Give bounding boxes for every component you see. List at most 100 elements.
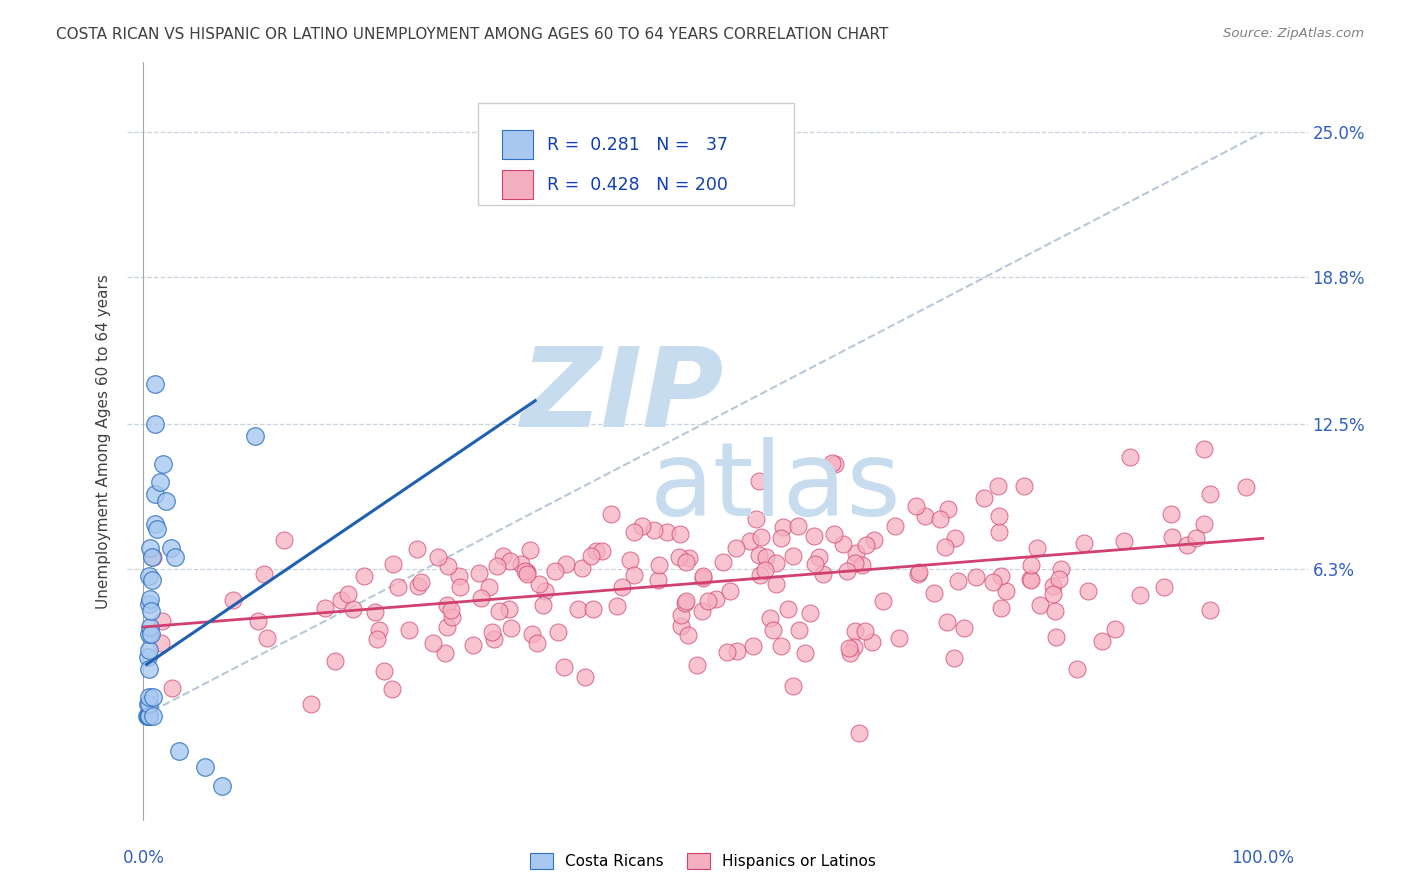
Point xyxy=(718,584,741,599)
Point xyxy=(835,564,858,578)
Text: Source: ZipAtlas.com: Source: ZipAtlas.com xyxy=(1223,27,1364,40)
Point xyxy=(725,541,748,555)
Point xyxy=(811,566,834,581)
Point xyxy=(1050,561,1073,575)
Point xyxy=(141,604,163,618)
Point xyxy=(799,606,821,620)
Point xyxy=(1160,507,1182,521)
Y-axis label: Unemployment Among Ages 60 to 64 years: Unemployment Among Ages 60 to 64 years xyxy=(96,274,111,609)
Point xyxy=(136,708,159,723)
Point xyxy=(1129,588,1152,602)
Point xyxy=(744,511,766,525)
Point xyxy=(742,639,765,653)
Point xyxy=(759,611,782,625)
Point xyxy=(678,627,700,641)
Point xyxy=(673,596,696,610)
Point xyxy=(727,644,749,658)
Point xyxy=(749,530,772,544)
Point xyxy=(526,636,548,650)
Point xyxy=(353,569,375,583)
Point xyxy=(808,550,831,565)
Point xyxy=(138,643,160,657)
Point xyxy=(887,632,910,646)
Point xyxy=(520,626,543,640)
Text: 0.0%: 0.0% xyxy=(122,848,165,867)
Point xyxy=(765,556,787,570)
Point xyxy=(366,632,388,646)
Point xyxy=(492,549,515,563)
Point xyxy=(675,555,697,569)
Point xyxy=(323,654,346,668)
Point xyxy=(905,499,928,513)
Point xyxy=(1199,603,1222,617)
Point xyxy=(647,558,669,572)
Point xyxy=(1160,530,1182,544)
Point xyxy=(692,569,714,583)
Point xyxy=(138,627,160,641)
Point xyxy=(373,664,395,678)
Point xyxy=(1184,531,1206,545)
Point xyxy=(623,524,645,539)
Point xyxy=(669,608,692,623)
Point xyxy=(787,519,810,533)
Point xyxy=(832,537,855,551)
Point xyxy=(152,457,174,471)
Point xyxy=(655,525,678,540)
Point xyxy=(211,779,233,793)
Point xyxy=(245,428,267,442)
Point xyxy=(139,541,162,555)
Point xyxy=(844,556,866,570)
Point xyxy=(612,580,634,594)
Point xyxy=(770,532,793,546)
Point xyxy=(630,518,652,533)
Point xyxy=(914,508,936,523)
Point xyxy=(643,523,665,537)
Point xyxy=(704,591,727,606)
Point xyxy=(138,697,160,711)
Point xyxy=(1042,579,1064,593)
Point xyxy=(765,577,787,591)
Point xyxy=(149,475,172,490)
Point xyxy=(934,541,956,555)
Point xyxy=(1073,536,1095,550)
Point xyxy=(247,614,270,628)
Point xyxy=(434,646,457,660)
Text: 100.0%: 100.0% xyxy=(1232,848,1295,867)
Point xyxy=(482,632,505,646)
Point xyxy=(141,627,163,641)
Point xyxy=(368,623,391,637)
Point xyxy=(772,519,794,533)
Point xyxy=(342,602,364,616)
Point xyxy=(486,558,509,573)
Point xyxy=(138,662,160,676)
Point xyxy=(406,542,429,557)
Point xyxy=(990,569,1012,583)
Point xyxy=(436,598,458,612)
Point xyxy=(150,636,173,650)
Point xyxy=(155,494,177,508)
Point xyxy=(1066,662,1088,676)
Point xyxy=(922,586,945,600)
Point xyxy=(711,555,734,569)
Point xyxy=(884,519,907,533)
Point xyxy=(449,569,471,583)
Point xyxy=(762,623,785,637)
Point xyxy=(150,614,173,628)
Point xyxy=(987,525,1010,540)
Point xyxy=(1175,538,1198,552)
Point xyxy=(581,602,603,616)
Point xyxy=(669,618,692,632)
Point xyxy=(716,645,738,659)
Point xyxy=(1104,622,1126,636)
Point xyxy=(1047,572,1070,586)
Point xyxy=(470,591,492,605)
Point xyxy=(143,487,166,501)
Point xyxy=(163,549,186,564)
Point xyxy=(952,621,974,635)
Point xyxy=(510,557,533,571)
Point xyxy=(364,606,387,620)
Point xyxy=(842,640,865,654)
Point xyxy=(143,417,166,431)
Point xyxy=(501,621,523,635)
Point xyxy=(981,575,1004,590)
